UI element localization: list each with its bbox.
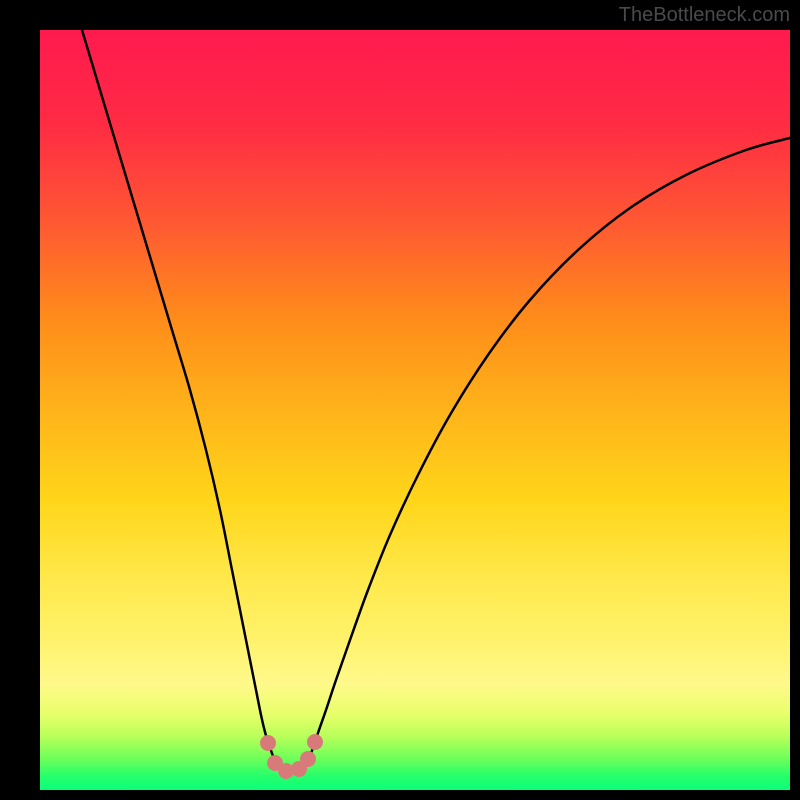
- marker-dot: [307, 734, 323, 750]
- v-curve: [82, 30, 790, 771]
- marker-dot: [260, 735, 276, 751]
- marker-dot: [300, 751, 316, 767]
- trough-markers: [260, 734, 323, 779]
- plot-area: [40, 30, 790, 790]
- watermark-text: TheBottleneck.com: [619, 4, 790, 27]
- curve-layer: [40, 30, 790, 790]
